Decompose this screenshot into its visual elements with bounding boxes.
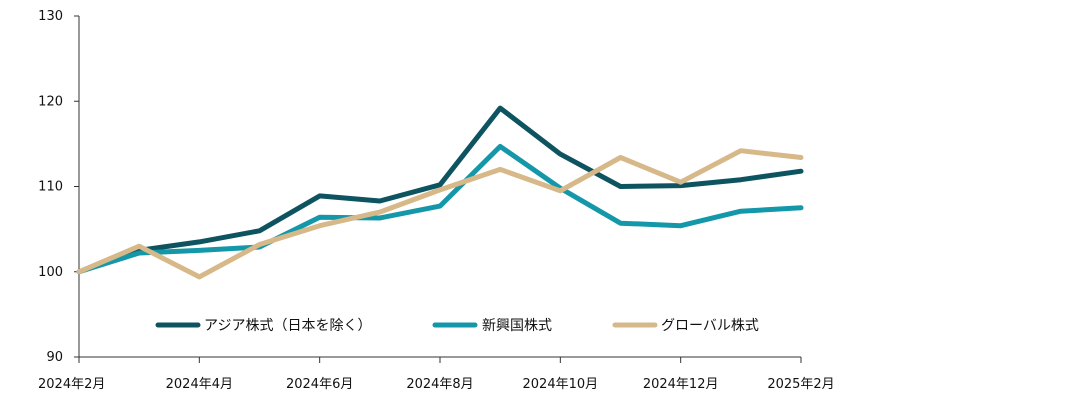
legend-label: 新興国株式 [482,318,552,334]
x-tick-label: 2024年10月 [523,377,599,392]
series-line-0 [76,105,804,275]
x-tick-labels: 2024年2月 2024年4月 2024年6月 2024年8月 2024年10月 2024… [38,377,835,392]
series-line-2 [76,148,804,280]
axes [74,15,802,363]
series-lines [76,105,804,280]
x-tick-label: 2024年4月 [166,377,233,392]
y-tick-labels: 90 100 110 120 130 [38,9,63,365]
legend-item: 新興国株式 [432,318,552,334]
x-tick-label: 2024年6月 [286,377,353,392]
y-tick-label: 110 [38,180,63,195]
series-line-1 [76,143,804,275]
legend-label: グローバル株式 [661,318,759,334]
x-tick-label: 2024年8月 [406,377,473,392]
x-tick-label: 2024年2月 [38,377,105,392]
y-tick-label: 90 [46,350,63,365]
legend-item: アジア株式（日本を除く） [155,318,371,334]
y-tick-label: 120 [38,94,63,109]
x-tick-label: 2024年12月 [643,377,719,392]
y-tick-label: 130 [38,9,63,24]
legend-item: グローバル株式 [612,318,759,334]
legend: アジア株式（日本を除く） 新興国株式 グローバル株式 [155,318,759,334]
y-tick-label: 100 [38,265,63,280]
legend-label: アジア株式（日本を除く） [204,318,371,334]
x-tick-label: 2025年2月 [767,377,834,392]
